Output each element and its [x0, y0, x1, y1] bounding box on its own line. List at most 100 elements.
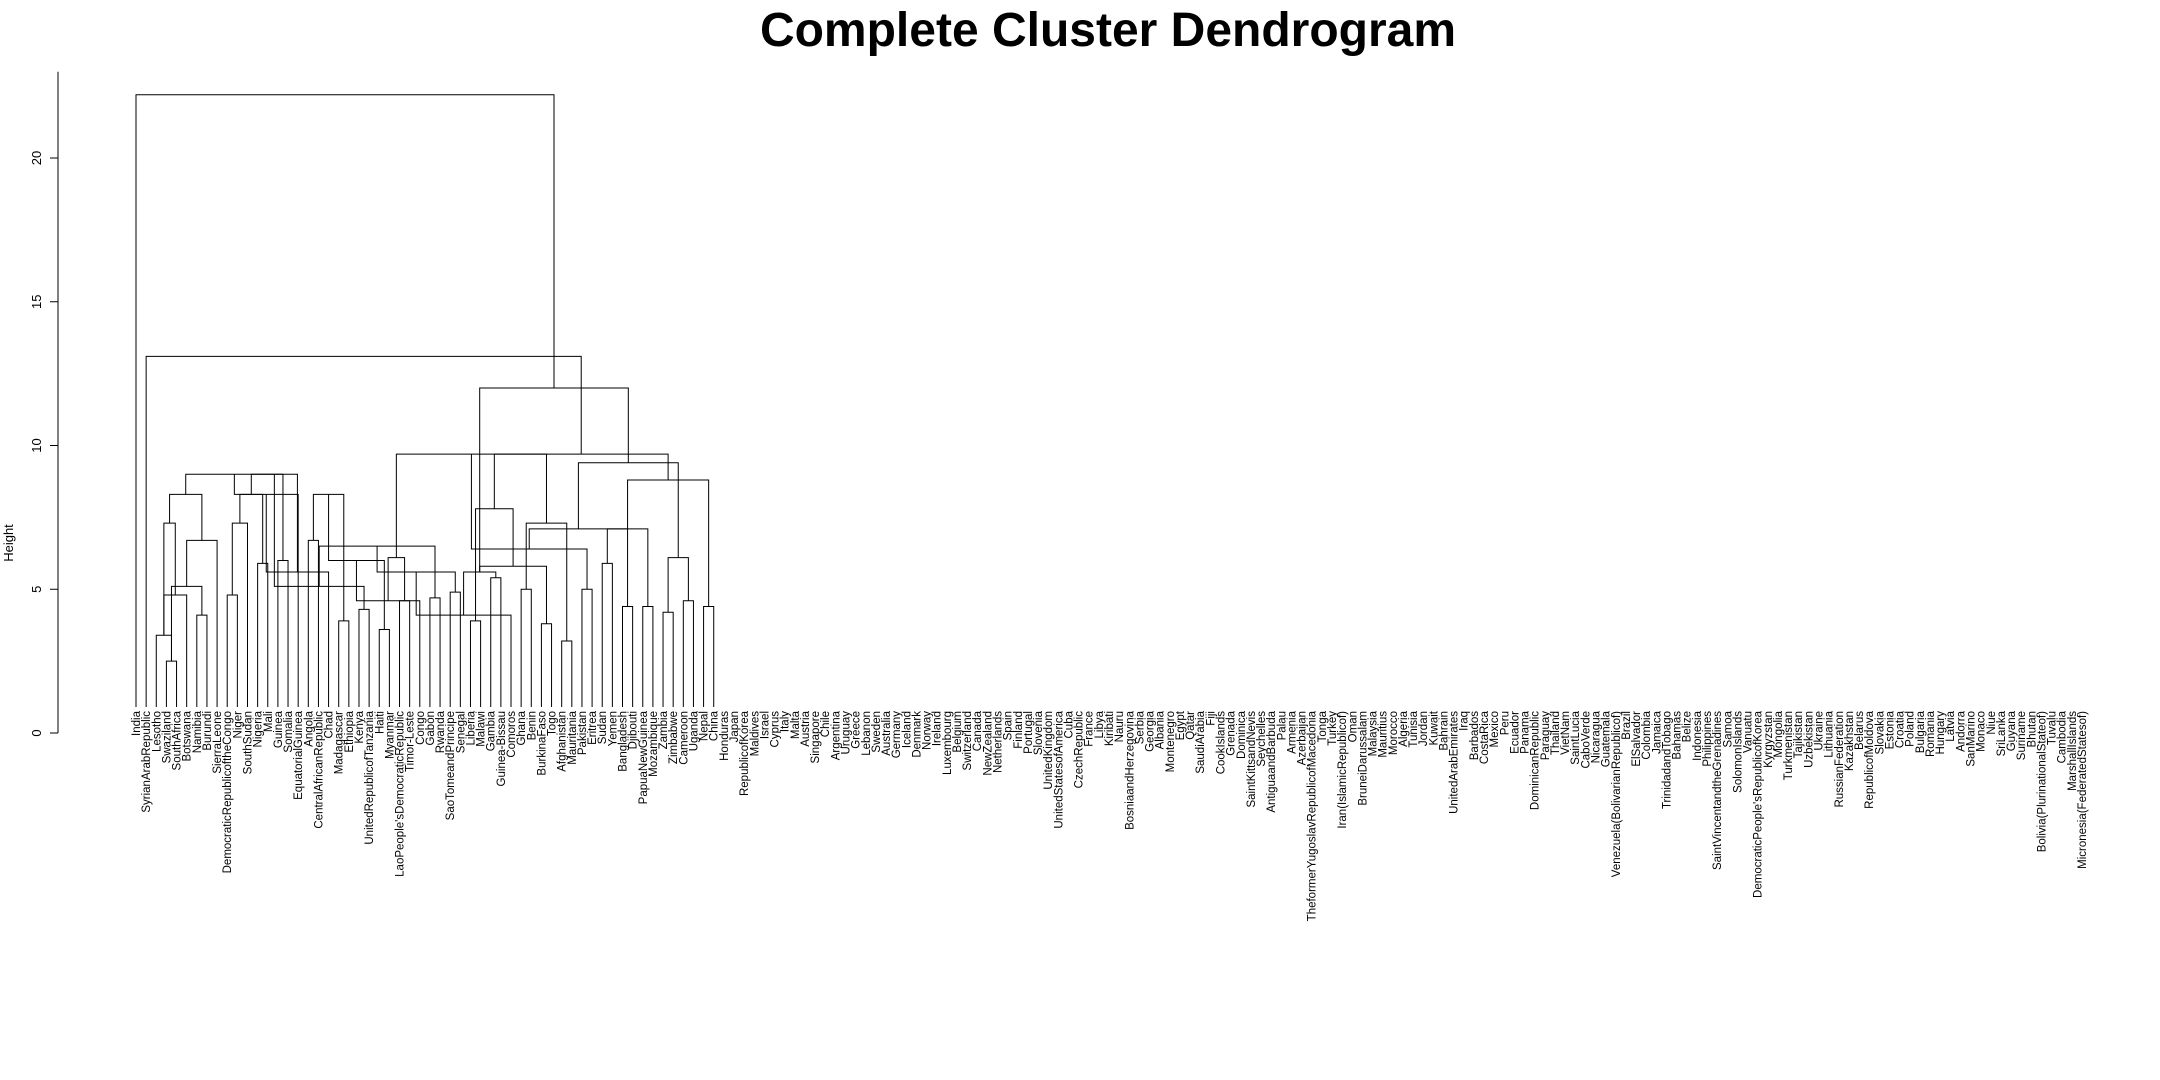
dendrogram-link: [429, 597, 441, 707]
leaf-label: SolomonIslands: [1732, 711, 1744, 793]
leaf-label: Jamaica: [1651, 710, 1663, 753]
leaf-label: Timor-Leste: [405, 711, 417, 772]
leaf-label: Libya: [1094, 710, 1106, 738]
leaf-label: Eritrea: [587, 710, 599, 744]
leaf-label: Uganda: [688, 710, 700, 751]
leaf-label: PapuaNewGuinea: [638, 710, 650, 804]
leaf-label: Chile: [820, 711, 832, 737]
dendrogram-link: [257, 562, 269, 707]
leaf-label: Latvia: [1945, 710, 1957, 741]
leaf-label: Sudan: [597, 711, 609, 744]
leaf-label: SaudiArabia: [1195, 710, 1207, 773]
leaf-label: Yemen: [607, 711, 619, 746]
dendrogram-link: [520, 588, 532, 707]
leaf-label: Tajikistan: [1793, 711, 1805, 758]
leaf-label: SyrianArabRepublic: [141, 711, 153, 813]
leaf-label: Djibouti: [628, 711, 640, 749]
dendrogram-link: [186, 539, 218, 707]
leaf-label: SanMarino: [1966, 711, 1978, 767]
leaf-label: EquatorialGuinea: [293, 710, 305, 799]
leaf-label: Zimbabwe: [668, 711, 680, 764]
leaf-label: SaintKittsandNevis: [1246, 711, 1258, 808]
leaf-label: Rwanda: [435, 710, 447, 753]
dendrogram-link: [165, 660, 178, 707]
leaf-label: Niue: [1986, 711, 1998, 735]
leaf-label: Gambia: [486, 710, 498, 751]
leaf-label: Germany: [891, 711, 903, 759]
leaf-label: Sweden: [871, 711, 883, 753]
leaf-label: Swaziland: [161, 711, 173, 763]
leaf-label: Venezuela(BolivarianRepublicof): [1611, 711, 1623, 877]
leaf-label: Argentina: [830, 710, 842, 760]
leaf-label: Algeria: [1398, 710, 1410, 746]
leaf-label: SouthSudan: [242, 711, 254, 774]
leaf-label: Fiji: [1205, 711, 1217, 726]
leaf-label: Guyana: [2006, 710, 2018, 751]
dendrogram-link: [196, 614, 208, 707]
leaf-label: Netherlands: [993, 711, 1005, 773]
leaf-label: Brazil: [1621, 711, 1633, 740]
leaf-label: CookIslands: [1215, 711, 1227, 775]
dendrogram-link: [145, 355, 582, 707]
leaf-label: Armenia: [1286, 710, 1298, 753]
leaf-label: Liberia: [465, 710, 477, 745]
leaf-label: CzechRepublic: [1074, 711, 1086, 789]
dendrogram-link: [662, 611, 674, 707]
leaf-label: Lithuania: [1824, 710, 1836, 757]
leaf-label: Ireland: [932, 711, 944, 746]
leaf-label: Israel: [759, 711, 771, 739]
leaf-label: Lebanon: [861, 711, 873, 756]
leaf-label: CaboVerde: [1580, 711, 1592, 769]
leaf-label: Italy: [780, 711, 792, 732]
y-tick-label: 15: [29, 295, 44, 309]
leaf-label: Romania: [1925, 710, 1937, 757]
leaf-label: Portugal: [1023, 711, 1035, 754]
leaf-label: CostaRica: [1479, 710, 1491, 764]
leaf-label: DemocraticRepublicoftheCongo: [222, 711, 234, 873]
leaf-label: Tunisia: [1408, 710, 1420, 747]
leaf-label: Canada: [972, 710, 984, 751]
leaf-label: Austria: [800, 710, 812, 746]
leaf-label: SaintLucia: [1570, 710, 1582, 764]
leaf-label: UnitedStatesofAmerica: [1053, 710, 1065, 828]
leaf-label: Guinea-Bissau: [496, 711, 508, 786]
leaf-label: Bangladesh: [618, 711, 630, 772]
leaf-label: Hungary: [1935, 711, 1947, 755]
leaf-label: Kyrgyzstan: [1763, 711, 1775, 768]
leaf-label: DemocraticPeople'sRepublicofKorea: [1753, 710, 1765, 898]
leaf-label: Gabon: [425, 711, 437, 746]
leaf-label: Madagascar: [334, 711, 346, 774]
leaf-label: Kuwait: [1428, 710, 1440, 745]
dendrogram-link: [169, 493, 203, 541]
leaf-label: Oman: [1347, 711, 1359, 742]
leaf-label: Croatia: [1895, 710, 1907, 748]
leaf-label: Comoros: [506, 711, 518, 758]
leaf-label: Senegal: [455, 711, 467, 753]
leaf-label: Kazakhstan: [1844, 711, 1856, 771]
leaf-label: Burundi: [202, 711, 214, 751]
dendrogram-link: [622, 606, 634, 707]
leaf-label: Monaco: [1976, 711, 1988, 752]
leaf-label: Ukraine: [1813, 711, 1825, 751]
leaf-label: Andorra: [1955, 710, 1967, 752]
y-axis: 0 5 10 15 20: [29, 71, 59, 737]
leaf-label: Greece: [851, 711, 863, 749]
dendrogram-link: [399, 600, 411, 707]
leaf-label: Pakistan: [577, 711, 589, 755]
leaf-label: Albania: [1155, 710, 1167, 749]
dendrogram-link: [449, 591, 461, 707]
leaf-label: Japan: [729, 711, 741, 742]
leaf-label: Slovakia: [1874, 710, 1886, 754]
leaf-label: Georgia: [1145, 710, 1157, 752]
leaf-label: Seychelles: [1256, 711, 1268, 767]
leaf-label: Cameroon: [678, 711, 690, 765]
leaf-label: Malawi: [476, 711, 488, 747]
leaf-label: Malaysia: [1368, 710, 1380, 756]
leaf-label: Ghana: [516, 710, 528, 745]
leaf-label: Angola: [303, 710, 315, 746]
leaf-label: CentralAfricanRepublic: [313, 711, 325, 829]
leaf-label: SriLanka: [1996, 710, 2008, 756]
leaf-label: Turkey: [1327, 711, 1339, 746]
leaf-label: Azerbaijan: [1297, 711, 1309, 765]
dendrogram-link: [470, 454, 588, 590]
